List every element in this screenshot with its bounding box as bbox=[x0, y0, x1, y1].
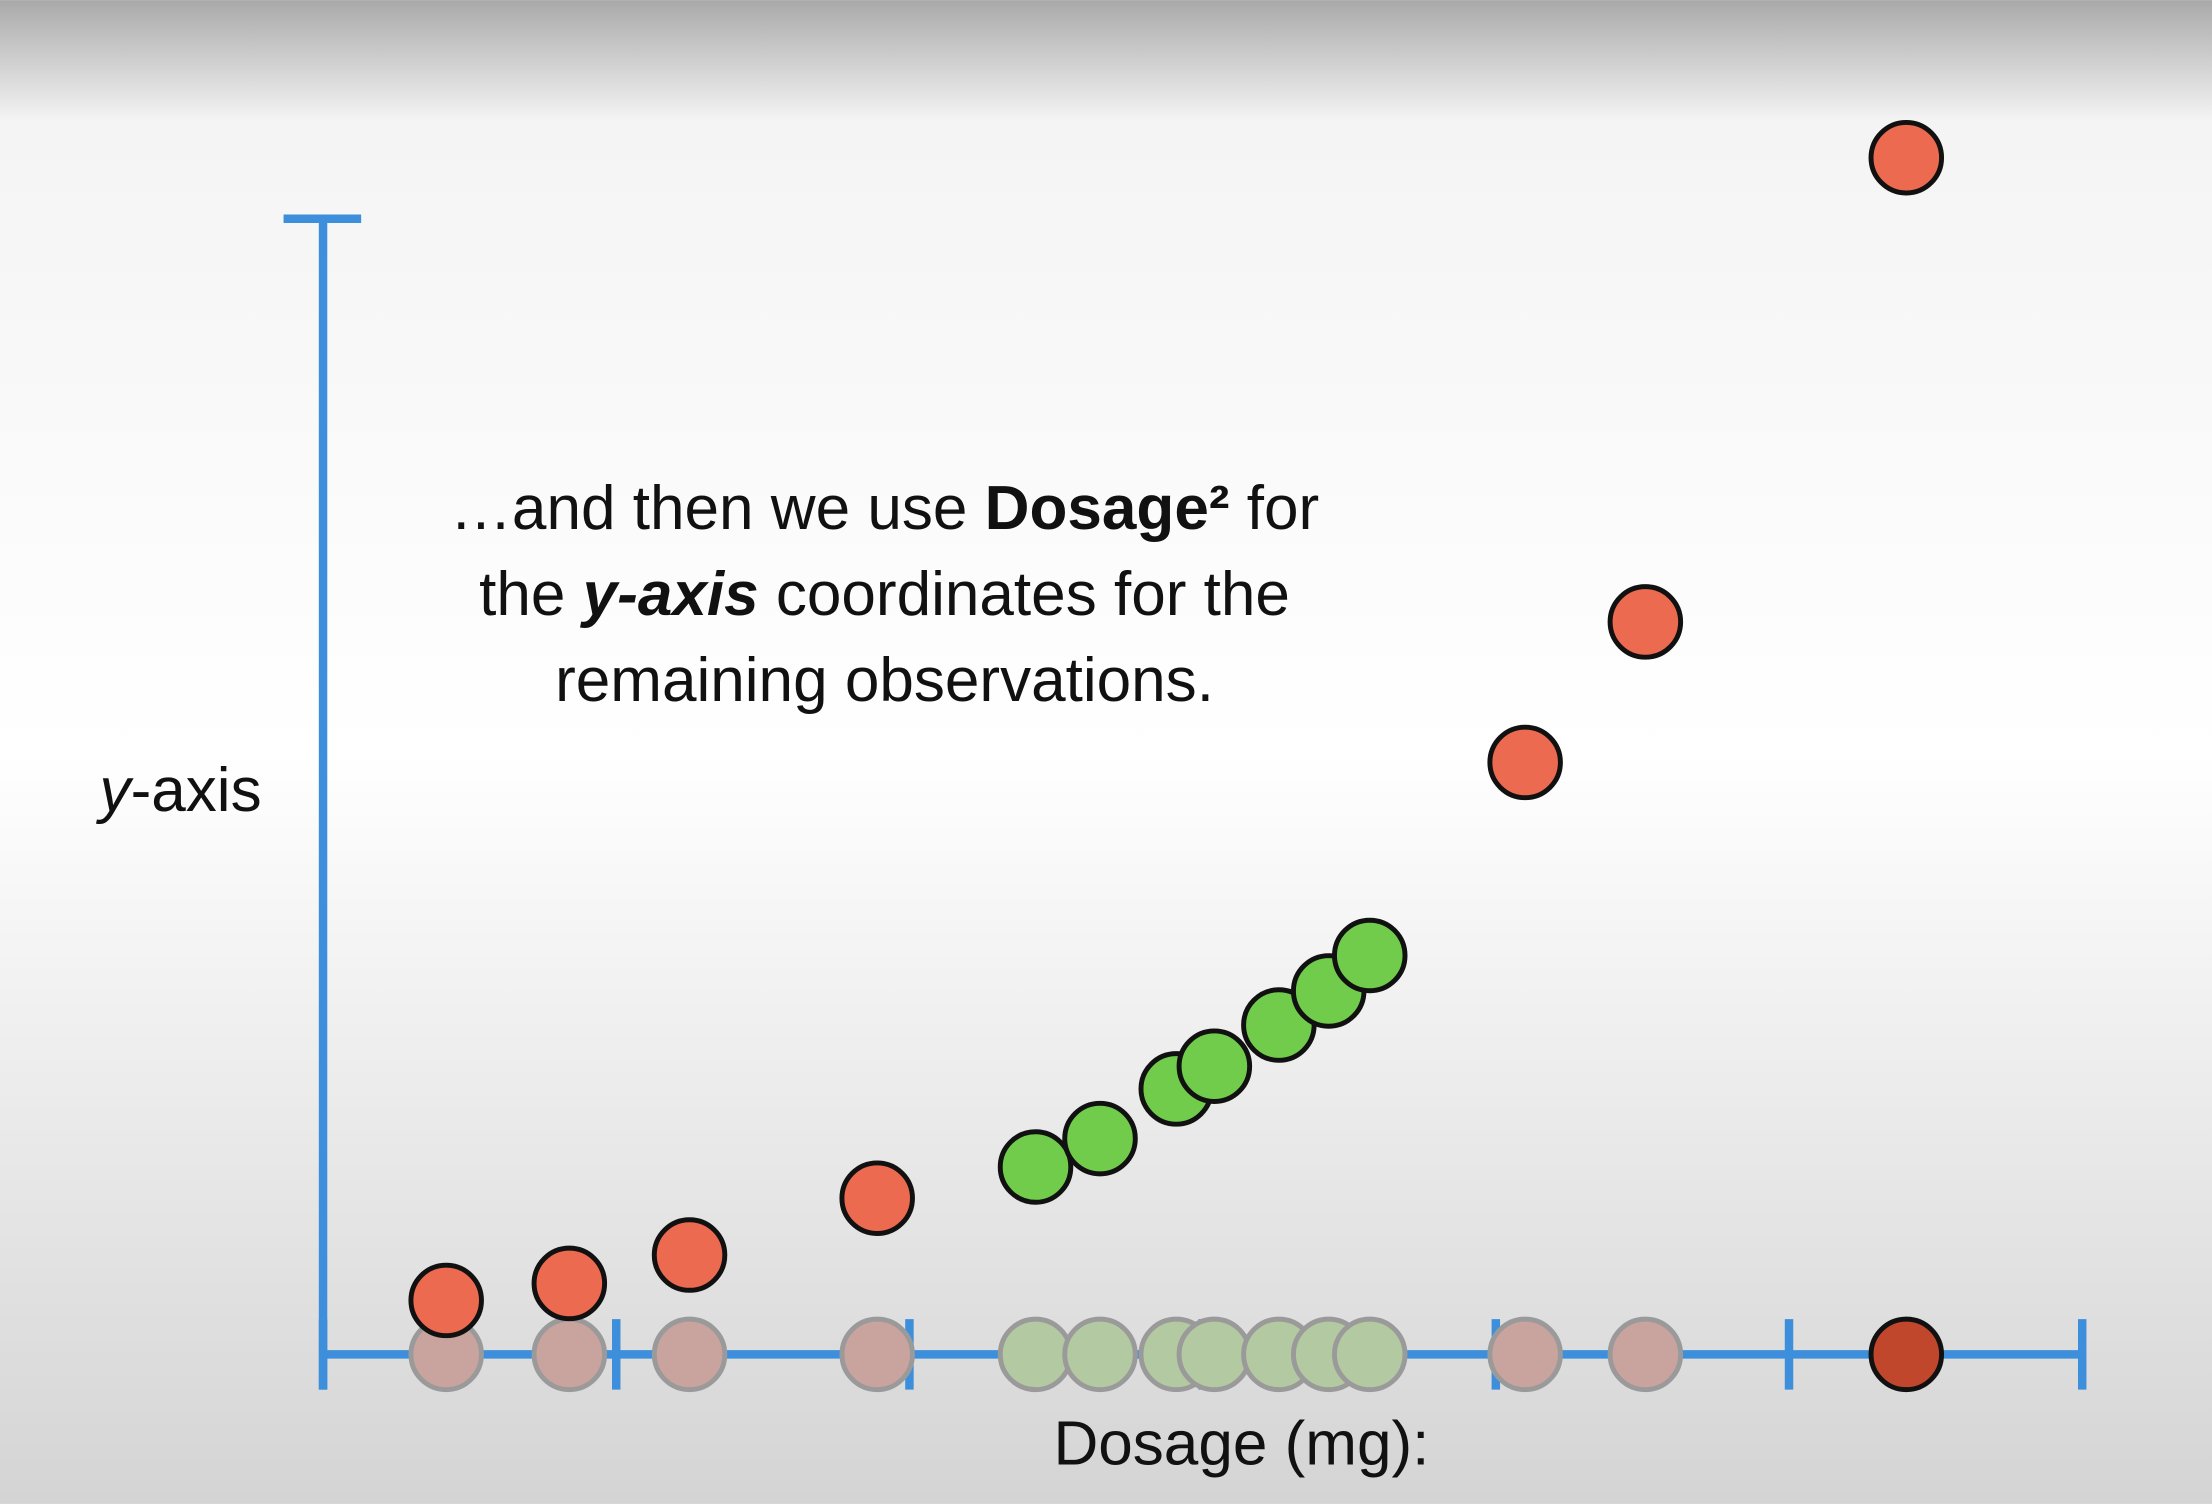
text-segment: y-axis bbox=[580, 560, 759, 629]
data-point bbox=[408, 1262, 484, 1339]
data-point bbox=[1487, 724, 1563, 801]
text-segment: -axis bbox=[131, 756, 262, 825]
text-segment: for bbox=[1230, 474, 1320, 543]
text-segment: remaining observations. bbox=[555, 646, 1214, 715]
data-point bbox=[839, 1160, 915, 1236]
data-point bbox=[997, 1129, 1074, 1205]
data-point bbox=[1607, 584, 1684, 660]
text-segment: …and then we use bbox=[450, 474, 985, 543]
annotation-line: …and then we use Dosage² for bbox=[450, 474, 1319, 543]
data-point bbox=[1176, 1316, 1253, 1393]
text-segment: Dosage² bbox=[985, 474, 1230, 543]
text-segment: y bbox=[96, 756, 135, 825]
data-point bbox=[1176, 1028, 1253, 1104]
data-point bbox=[1062, 1100, 1138, 1177]
data-point bbox=[531, 1316, 608, 1393]
data-point bbox=[1332, 1316, 1408, 1393]
x-axis-label: Dosage (mg): bbox=[1053, 1409, 1429, 1478]
data-point bbox=[1607, 1316, 1684, 1393]
annotation-line: remaining observations. bbox=[555, 646, 1214, 715]
text-segment: coordinates for the bbox=[759, 560, 1290, 629]
annotation-line: the y-axis coordinates for the bbox=[479, 560, 1290, 629]
data-point bbox=[531, 1245, 608, 1322]
text-segment: the bbox=[479, 560, 583, 629]
data-point bbox=[1487, 1316, 1563, 1393]
data-point bbox=[1062, 1316, 1138, 1393]
y-axis-label: y-axis bbox=[96, 756, 262, 825]
data-point bbox=[1332, 917, 1408, 994]
data-point bbox=[1868, 119, 1945, 196]
data-point bbox=[1868, 1316, 1945, 1393]
data-point bbox=[839, 1316, 915, 1393]
data-point bbox=[651, 1316, 728, 1393]
data-point bbox=[651, 1217, 728, 1293]
data-point bbox=[997, 1316, 1074, 1393]
